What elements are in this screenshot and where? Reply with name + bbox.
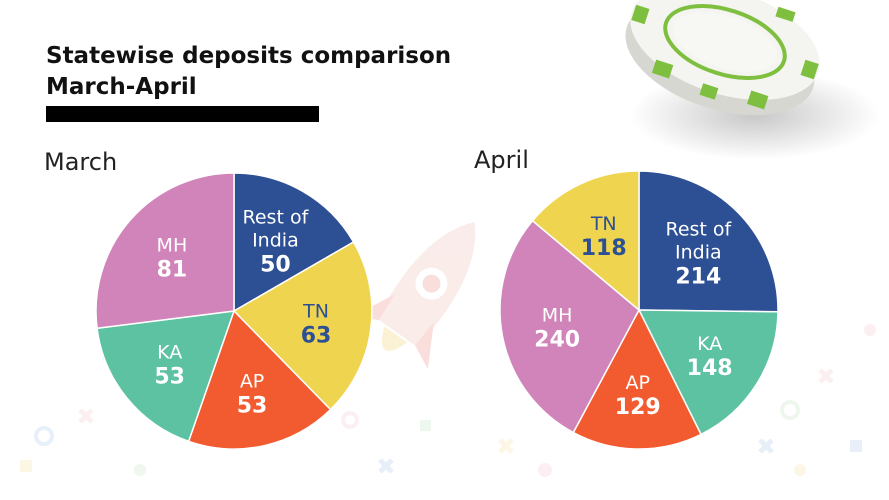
march-slice-rest-of-india [233, 172, 355, 313]
march-slice-value-rest-of-india: 50 [260, 252, 291, 277]
march-slice-label-ap: AP [240, 370, 264, 392]
april-slice-rest-of-india [638, 170, 779, 313]
april-slice-value-rest-of-india: 214 [675, 264, 721, 289]
april-slice-value-ap: 129 [615, 395, 661, 420]
april-slice-value-mh: 240 [534, 327, 580, 352]
april-slice-label-ka: KA [697, 333, 722, 355]
april-slice-value-tn: 118 [581, 236, 627, 261]
april-slice-label-ap: AP [626, 372, 650, 394]
april-slice-label-tn: TN [590, 213, 617, 235]
march-slice-label-ka: KA [157, 342, 182, 364]
march-slice-label-rest-of-india: Rest of India [243, 206, 310, 251]
march-slice-value-ka: 53 [154, 365, 185, 390]
march-slice-ka [96, 310, 236, 443]
march-slice-label-mh: MH [157, 235, 188, 257]
april-slice-mh [499, 219, 640, 434]
april-slice-tn [531, 170, 640, 312]
april-slice-ap [572, 308, 703, 450]
casino-chip-illustration [625, 0, 880, 160]
march-slice-ap [187, 309, 332, 450]
confetti-shapes [20, 324, 876, 477]
march-chart-label: March [44, 148, 118, 176]
title-line-1: Statewise deposits comparison [46, 43, 452, 69]
title-underline-bar [46, 106, 319, 122]
title-line-2: March-April [46, 74, 197, 100]
april-slice-label-mh: MH [542, 304, 573, 326]
april-slice-label-rest-of-india: Rest of India [665, 218, 732, 263]
march-slice-label-tn: TN [302, 301, 329, 323]
march-slice-value-tn: 63 [301, 324, 332, 349]
april-chart-label: April [474, 146, 529, 174]
april-slice-ka [637, 309, 779, 436]
march-slice-value-ap: 53 [237, 393, 268, 418]
march-slice-value-mh: 81 [157, 258, 188, 283]
march-slice-mh [95, 172, 235, 330]
april-slice-value-ka: 148 [687, 356, 733, 381]
chart-title: Statewise deposits comparison March-Apri… [46, 41, 451, 103]
march-slice-tn [232, 240, 373, 411]
